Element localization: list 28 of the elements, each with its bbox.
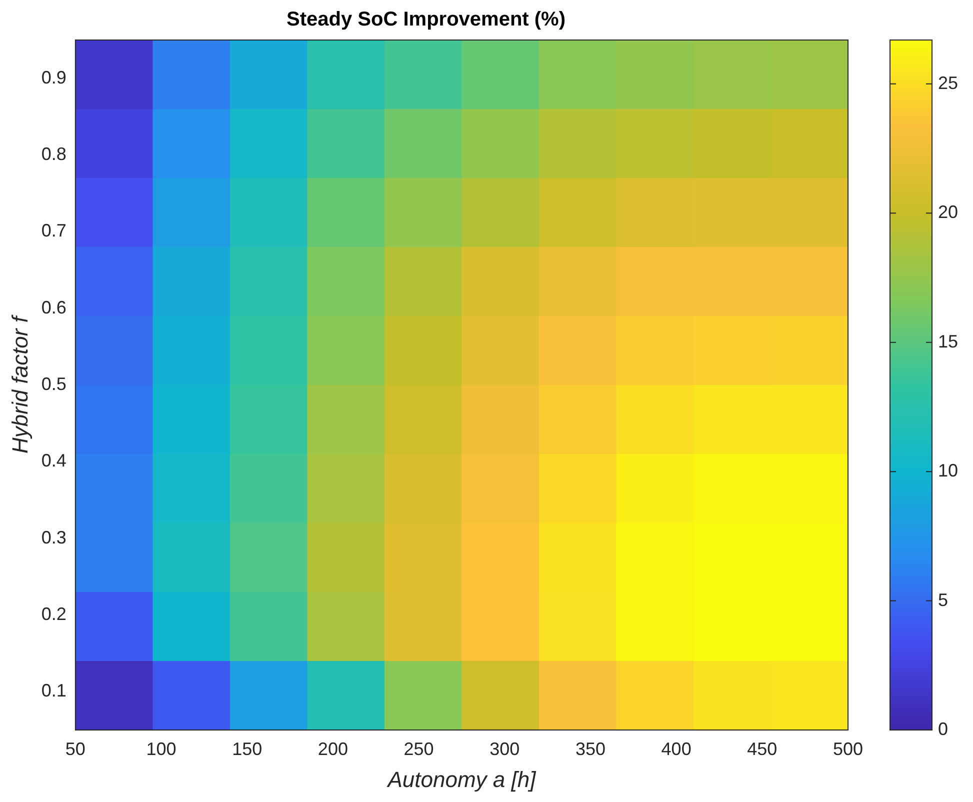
y-tick-label: 0.9	[41, 67, 66, 88]
y-tick-label: 0.8	[41, 144, 66, 164]
y-tick-label: 0.5	[41, 374, 66, 394]
color-bar-label: 5	[938, 590, 948, 610]
x-tick-label: 250	[404, 738, 434, 759]
x-tick-label: 300	[490, 738, 520, 759]
x-tick-label: 150	[232, 738, 262, 759]
y-tick-label: 0.3	[41, 527, 66, 548]
y-axis-title: Hybrid factor f	[7, 314, 32, 454]
y-tick-label: 0.6	[41, 297, 66, 318]
x-tick-label: 100	[146, 738, 176, 759]
chart-title: Steady SoC Improvement (%)	[286, 8, 566, 31]
y-tick-label: 0.4	[41, 450, 66, 471]
y-tick-label: 0.7	[41, 220, 66, 241]
x-tick-label: 50	[65, 738, 86, 759]
x-tick-label: 500	[832, 738, 864, 759]
x-tick-label: 350	[575, 738, 606, 759]
color-bar-label: 10	[938, 460, 958, 481]
x-tick-label: 200	[318, 738, 348, 759]
color-bar-label: 15	[938, 331, 958, 352]
color-bar-label: 25	[938, 72, 958, 93]
y-tick-label: 0.2	[41, 604, 66, 624]
color-bar-label: 0	[938, 718, 948, 739]
x-axis-title: Autonomy a [h]	[386, 766, 537, 792]
x-tick-label: 400	[661, 738, 692, 759]
x-tick-label: 450	[747, 738, 778, 759]
y-tick-label: 0.1	[41, 680, 66, 701]
color-bar-label: 20	[938, 202, 958, 222]
